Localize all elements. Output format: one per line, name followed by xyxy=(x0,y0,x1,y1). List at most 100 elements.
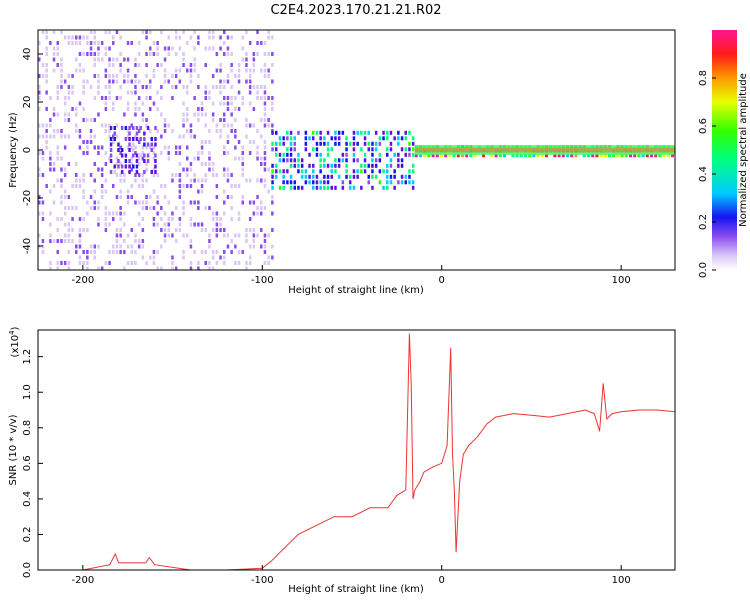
spectrogram-cell xyxy=(71,184,74,188)
spectrogram-cell xyxy=(119,178,122,183)
spectrogram-cell xyxy=(378,180,382,185)
snr-x-tick-label: -200 xyxy=(72,575,95,586)
spectrogram-cell xyxy=(86,145,89,150)
spectrogram-cell xyxy=(271,255,274,260)
spectrogram-cell xyxy=(230,112,233,117)
spectrogram-cell xyxy=(219,68,222,73)
spectrogram-cell xyxy=(193,46,196,51)
spectrogram-cell xyxy=(248,85,252,89)
spectrogram-cell xyxy=(115,134,119,139)
spectrogram-cell xyxy=(104,206,108,210)
spectrogram-cell xyxy=(374,174,378,179)
spectrogram-cell xyxy=(167,156,170,161)
spectrogram-cell xyxy=(408,141,411,146)
spectrogram-cell xyxy=(182,250,185,254)
spectrogram-cell xyxy=(93,74,96,78)
spectrogram-cell xyxy=(293,141,296,146)
spectrogram-cell xyxy=(256,195,259,199)
spectrogram-cell xyxy=(134,261,137,265)
spectrogram-cell xyxy=(152,189,156,194)
spectrogram-cell xyxy=(271,63,274,67)
spectrogram-x-tick-label: 0 xyxy=(439,275,445,286)
spectrogram-cell xyxy=(256,85,259,89)
spectrogram-cell xyxy=(156,90,159,95)
spectrogram-y-tick-label: 40 xyxy=(22,48,33,61)
spectrogram-cell xyxy=(178,228,182,232)
spectrogram-cell xyxy=(389,174,393,179)
spectrogram-cell xyxy=(248,90,252,95)
spectrogram-cell xyxy=(152,151,156,155)
spectrogram-cell xyxy=(536,154,540,158)
spectrogram-cell xyxy=(245,63,248,67)
spectrogram-cell xyxy=(237,140,241,144)
spectrogram-cell xyxy=(234,184,237,188)
spectrogram-cell xyxy=(267,30,270,34)
spectrogram-cell xyxy=(60,129,63,133)
spectrogram-cell xyxy=(323,163,326,168)
spectrogram-cell xyxy=(108,134,111,139)
spectrogram-cell xyxy=(599,154,603,158)
spectrogram-cell xyxy=(45,123,48,128)
spectrogram-cell xyxy=(393,136,396,141)
spectrogram-cell xyxy=(60,134,63,139)
spectrogram-cell xyxy=(137,173,141,177)
spectrogram-cell xyxy=(124,164,128,169)
spectrogram-cell xyxy=(97,52,100,56)
spectrogram-cell xyxy=(93,244,96,249)
spectrogram-cell xyxy=(208,96,211,100)
spectrogram-cell xyxy=(230,184,233,188)
spectrogram-cell xyxy=(215,250,219,254)
spectrogram-cell xyxy=(241,200,244,205)
spectrogram-cell xyxy=(134,63,137,67)
spectrogram-cell xyxy=(260,162,263,166)
spectrogram-cell xyxy=(271,180,274,185)
spectrogram-cell xyxy=(112,244,115,249)
spectrogram-cell xyxy=(256,178,259,183)
spectrogram-cell xyxy=(404,147,407,152)
spectrogram-cell xyxy=(312,136,315,141)
spectrogram-cell xyxy=(171,211,174,216)
spectrogram-cell xyxy=(400,180,404,185)
spectrogram-cell xyxy=(104,211,108,216)
spectrogram-cell xyxy=(178,178,182,183)
spectrogram-cell xyxy=(230,217,233,221)
spectrogram-cell xyxy=(63,261,67,265)
colorbar-tick-label: 0.0 xyxy=(698,262,709,278)
spectrogram-cell xyxy=(160,112,163,117)
spectrogram-cell xyxy=(130,123,133,128)
spectrogram-cell xyxy=(400,136,404,141)
spectrogram-cell xyxy=(93,250,96,254)
spectrogram-cell xyxy=(82,52,85,56)
spectrogram-cell xyxy=(352,147,356,152)
spectrogram-cell xyxy=(248,101,252,106)
spectrogram-cell xyxy=(189,63,193,67)
spectrogram-cell xyxy=(130,261,133,265)
spectrogram-cell xyxy=(297,169,300,174)
spectrogram-cell xyxy=(143,159,146,163)
spectrogram-cell xyxy=(171,96,174,100)
spectrogram-cell xyxy=(241,101,244,106)
spectrogram-cell xyxy=(208,206,211,210)
spectrogram-cell xyxy=(56,112,59,117)
spectrogram-cell xyxy=(160,151,163,155)
spectrogram-cell xyxy=(89,195,93,199)
spectrogram-cell xyxy=(215,228,219,232)
spectrogram-cell xyxy=(323,136,326,141)
spectrogram-cell xyxy=(167,151,170,155)
spectrogram-cell xyxy=(38,173,41,177)
spectrogram-cell xyxy=(230,206,233,210)
spectrogram-cell xyxy=(219,90,222,95)
spectrogram-cell xyxy=(345,169,348,174)
spectrogram-cell xyxy=(167,46,170,51)
spectrogram-cell xyxy=(139,153,142,158)
spectrogram-cell xyxy=(154,170,157,174)
spectrogram-cell xyxy=(134,200,137,205)
spectrogram-cell xyxy=(230,52,233,56)
spectrogram-cell xyxy=(393,174,396,179)
spectrogram-cell xyxy=(63,222,67,227)
spectrogram-cell xyxy=(182,30,185,34)
spectrogram-cell xyxy=(204,250,207,254)
spectrogram-cell xyxy=(178,222,182,227)
spectrogram-cell xyxy=(128,131,131,136)
spectrogram-cell xyxy=(263,68,267,73)
